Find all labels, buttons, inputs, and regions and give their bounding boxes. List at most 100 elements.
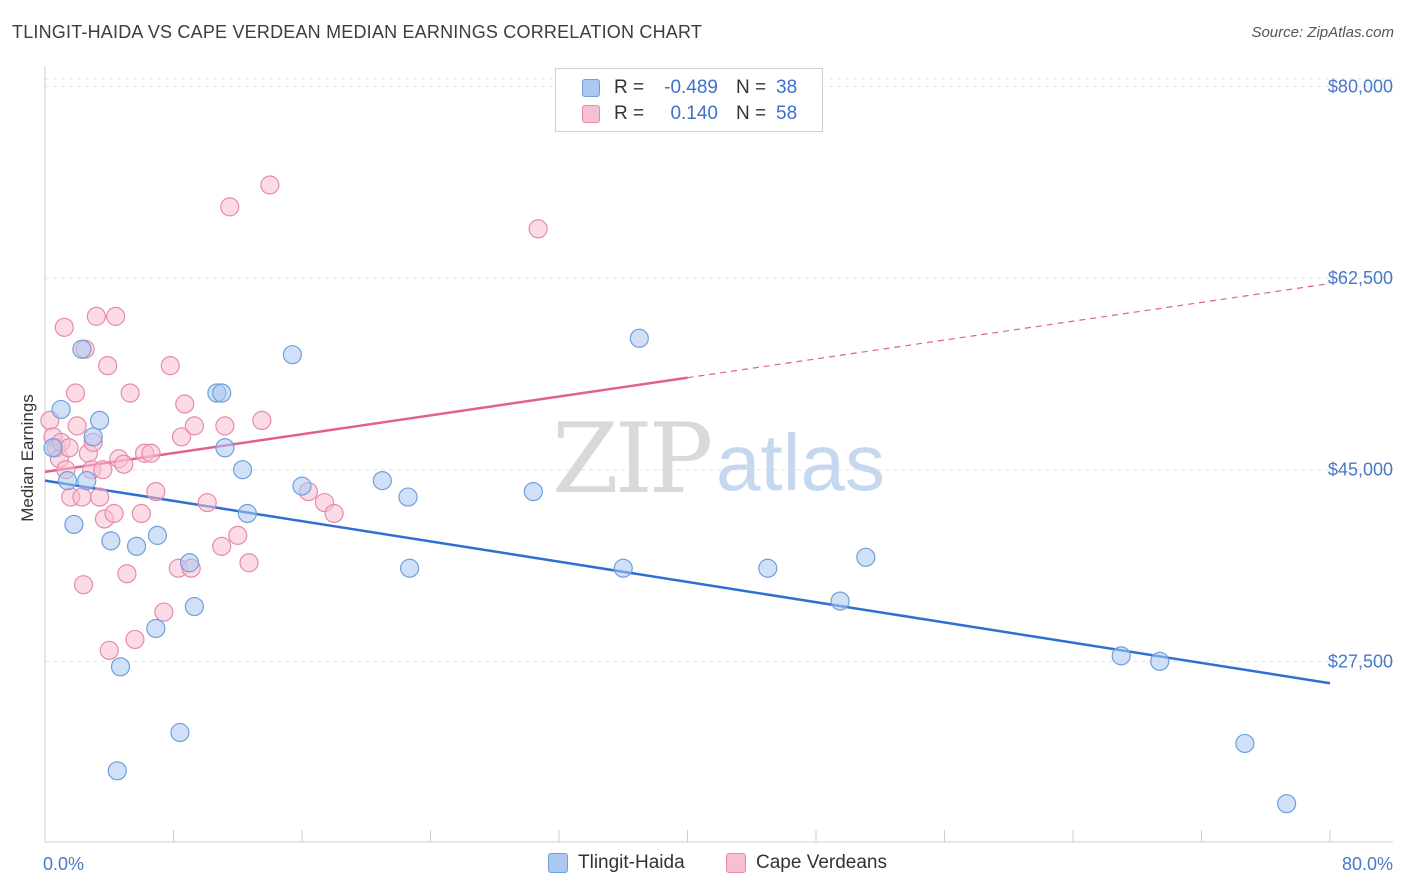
stats-legend: R = -0.489 N = 38 R = 0.140 N = 58 [555, 68, 823, 132]
data-point-blue[interactable] [83, 427, 103, 447]
data-point-blue[interactable] [613, 558, 633, 578]
data-point-pink[interactable] [528, 219, 548, 239]
data-point-pink[interactable] [154, 602, 174, 622]
legend-label: Tlingit-Haida [578, 852, 685, 873]
data-point-pink[interactable] [73, 575, 94, 595]
data-point-pink[interactable] [171, 427, 192, 447]
data-point-pink[interactable] [146, 481, 166, 502]
data-point-blue[interactable] [43, 438, 63, 458]
data-point-pink[interactable] [175, 394, 195, 414]
data-point-pink[interactable] [131, 503, 151, 524]
data-point-pink[interactable] [324, 503, 344, 524]
data-point-blue[interactable] [282, 345, 302, 365]
data-point-pink[interactable] [106, 306, 126, 326]
n-label: N = [736, 103, 767, 124]
r-value: -0.489 [664, 77, 718, 98]
data-point-pink[interactable] [86, 306, 107, 326]
data-point-blue[interactable] [51, 399, 71, 420]
data-point-pink[interactable] [67, 416, 87, 436]
y-tick-label: $62,500 [1328, 268, 1393, 288]
data-point-blue[interactable] [77, 471, 97, 491]
legend-row-tlingit: R = -0.489 N = 38 [582, 76, 797, 100]
data-point-pink[interactable] [65, 383, 86, 403]
data-point-blue[interactable] [1235, 733, 1255, 754]
series-legend: Tlingit-Haida Cape Verdeans [0, 852, 1406, 876]
r-value: 0.140 [670, 103, 718, 124]
data-point-blue[interactable] [400, 558, 420, 578]
data-point-pink[interactable] [220, 197, 240, 217]
data-point-pink[interactable] [104, 503, 124, 524]
data-point-blue[interactable] [1111, 646, 1131, 666]
data-point-blue[interactable] [64, 514, 84, 535]
n-value: 58 [776, 103, 798, 124]
data-point-blue[interactable] [179, 553, 200, 573]
data-point-pink[interactable] [90, 487, 110, 507]
series-tlingit-haida [43, 328, 1297, 814]
y-axis-label: Median Earnings [18, 394, 37, 522]
pink-swatch [726, 853, 746, 873]
data-point-blue[interactable] [147, 525, 168, 545]
pink-swatch [582, 105, 600, 123]
trend-line-pink-dashed [687, 282, 1331, 379]
data-point-pink[interactable] [54, 317, 74, 337]
watermark-atlas: atlas [716, 418, 885, 507]
data-point-blue[interactable] [107, 761, 127, 781]
data-point-pink[interactable] [212, 536, 232, 556]
watermark-zip: ZIP [552, 403, 711, 515]
y-tick-label: $80,000 [1328, 76, 1393, 96]
data-point-pink[interactable] [125, 629, 145, 650]
data-point-blue[interactable] [856, 547, 876, 567]
axes [44, 66, 1393, 843]
data-point-pink[interactable] [141, 443, 161, 463]
data-point-blue[interactable] [237, 503, 257, 524]
n-value: 38 [776, 77, 798, 98]
data-point-blue[interactable] [629, 328, 649, 348]
data-point-pink[interactable] [99, 640, 119, 660]
r-label: R = [614, 103, 645, 124]
data-point-blue[interactable] [830, 591, 850, 611]
legend-item-cape-verdeans[interactable]: Cape Verdeans [726, 852, 887, 874]
data-point-blue[interactable] [292, 476, 312, 496]
data-point-blue[interactable] [57, 471, 78, 491]
data-point-pink[interactable] [215, 416, 235, 436]
data-point-blue[interactable] [215, 438, 235, 458]
data-point-pink[interactable] [98, 356, 118, 376]
data-point-blue[interactable] [110, 657, 131, 677]
legend-item-tlingit-haida[interactable]: Tlingit-Haida [548, 852, 685, 874]
n-label: N = [736, 77, 767, 98]
data-point-blue[interactable] [170, 722, 190, 743]
data-point-pink[interactable] [114, 454, 134, 474]
data-point-blue[interactable] [1277, 794, 1297, 814]
watermark: ZIP atlas [552, 403, 885, 515]
data-point-pink[interactable] [160, 356, 180, 376]
data-point-pink[interactable] [184, 416, 204, 436]
data-point-pink[interactable] [239, 553, 259, 573]
data-point-pink[interactable] [120, 383, 140, 403]
data-point-pink[interactable] [252, 410, 272, 431]
series-cape-verdeans [40, 175, 548, 660]
data-point-blue[interactable] [372, 471, 392, 491]
data-point-blue[interactable] [1150, 651, 1170, 671]
x-tick-max: 80.0% [1342, 854, 1393, 874]
data-point-pink[interactable] [72, 487, 92, 507]
data-point-blue[interactable] [90, 410, 110, 431]
data-point-blue[interactable] [398, 487, 418, 507]
data-point-pink[interactable] [260, 175, 280, 195]
data-point-blue[interactable] [758, 558, 778, 578]
data-point-pink[interactable] [93, 460, 113, 480]
data-point-blue[interactable] [146, 618, 166, 639]
data-point-pink[interactable] [228, 525, 248, 545]
data-point-blue[interactable] [232, 460, 253, 480]
data-point-pink[interactable] [59, 438, 79, 458]
chart-title: TLINGIT-HAIDA VS CAPE VERDEAN MEDIAN EAR… [12, 22, 703, 42]
data-point-blue[interactable] [212, 383, 232, 403]
legend-row-cape-verdean: R = 0.140 N = 58 [582, 102, 797, 126]
data-point-blue[interactable] [184, 596, 204, 617]
data-point-pink[interactable] [197, 492, 217, 513]
x-tick-min: 0.0% [43, 854, 84, 874]
data-point-blue[interactable] [523, 481, 543, 502]
data-point-blue[interactable] [126, 536, 147, 556]
data-point-blue[interactable] [72, 339, 92, 359]
data-point-pink[interactable] [117, 564, 137, 584]
data-point-blue[interactable] [101, 531, 121, 551]
